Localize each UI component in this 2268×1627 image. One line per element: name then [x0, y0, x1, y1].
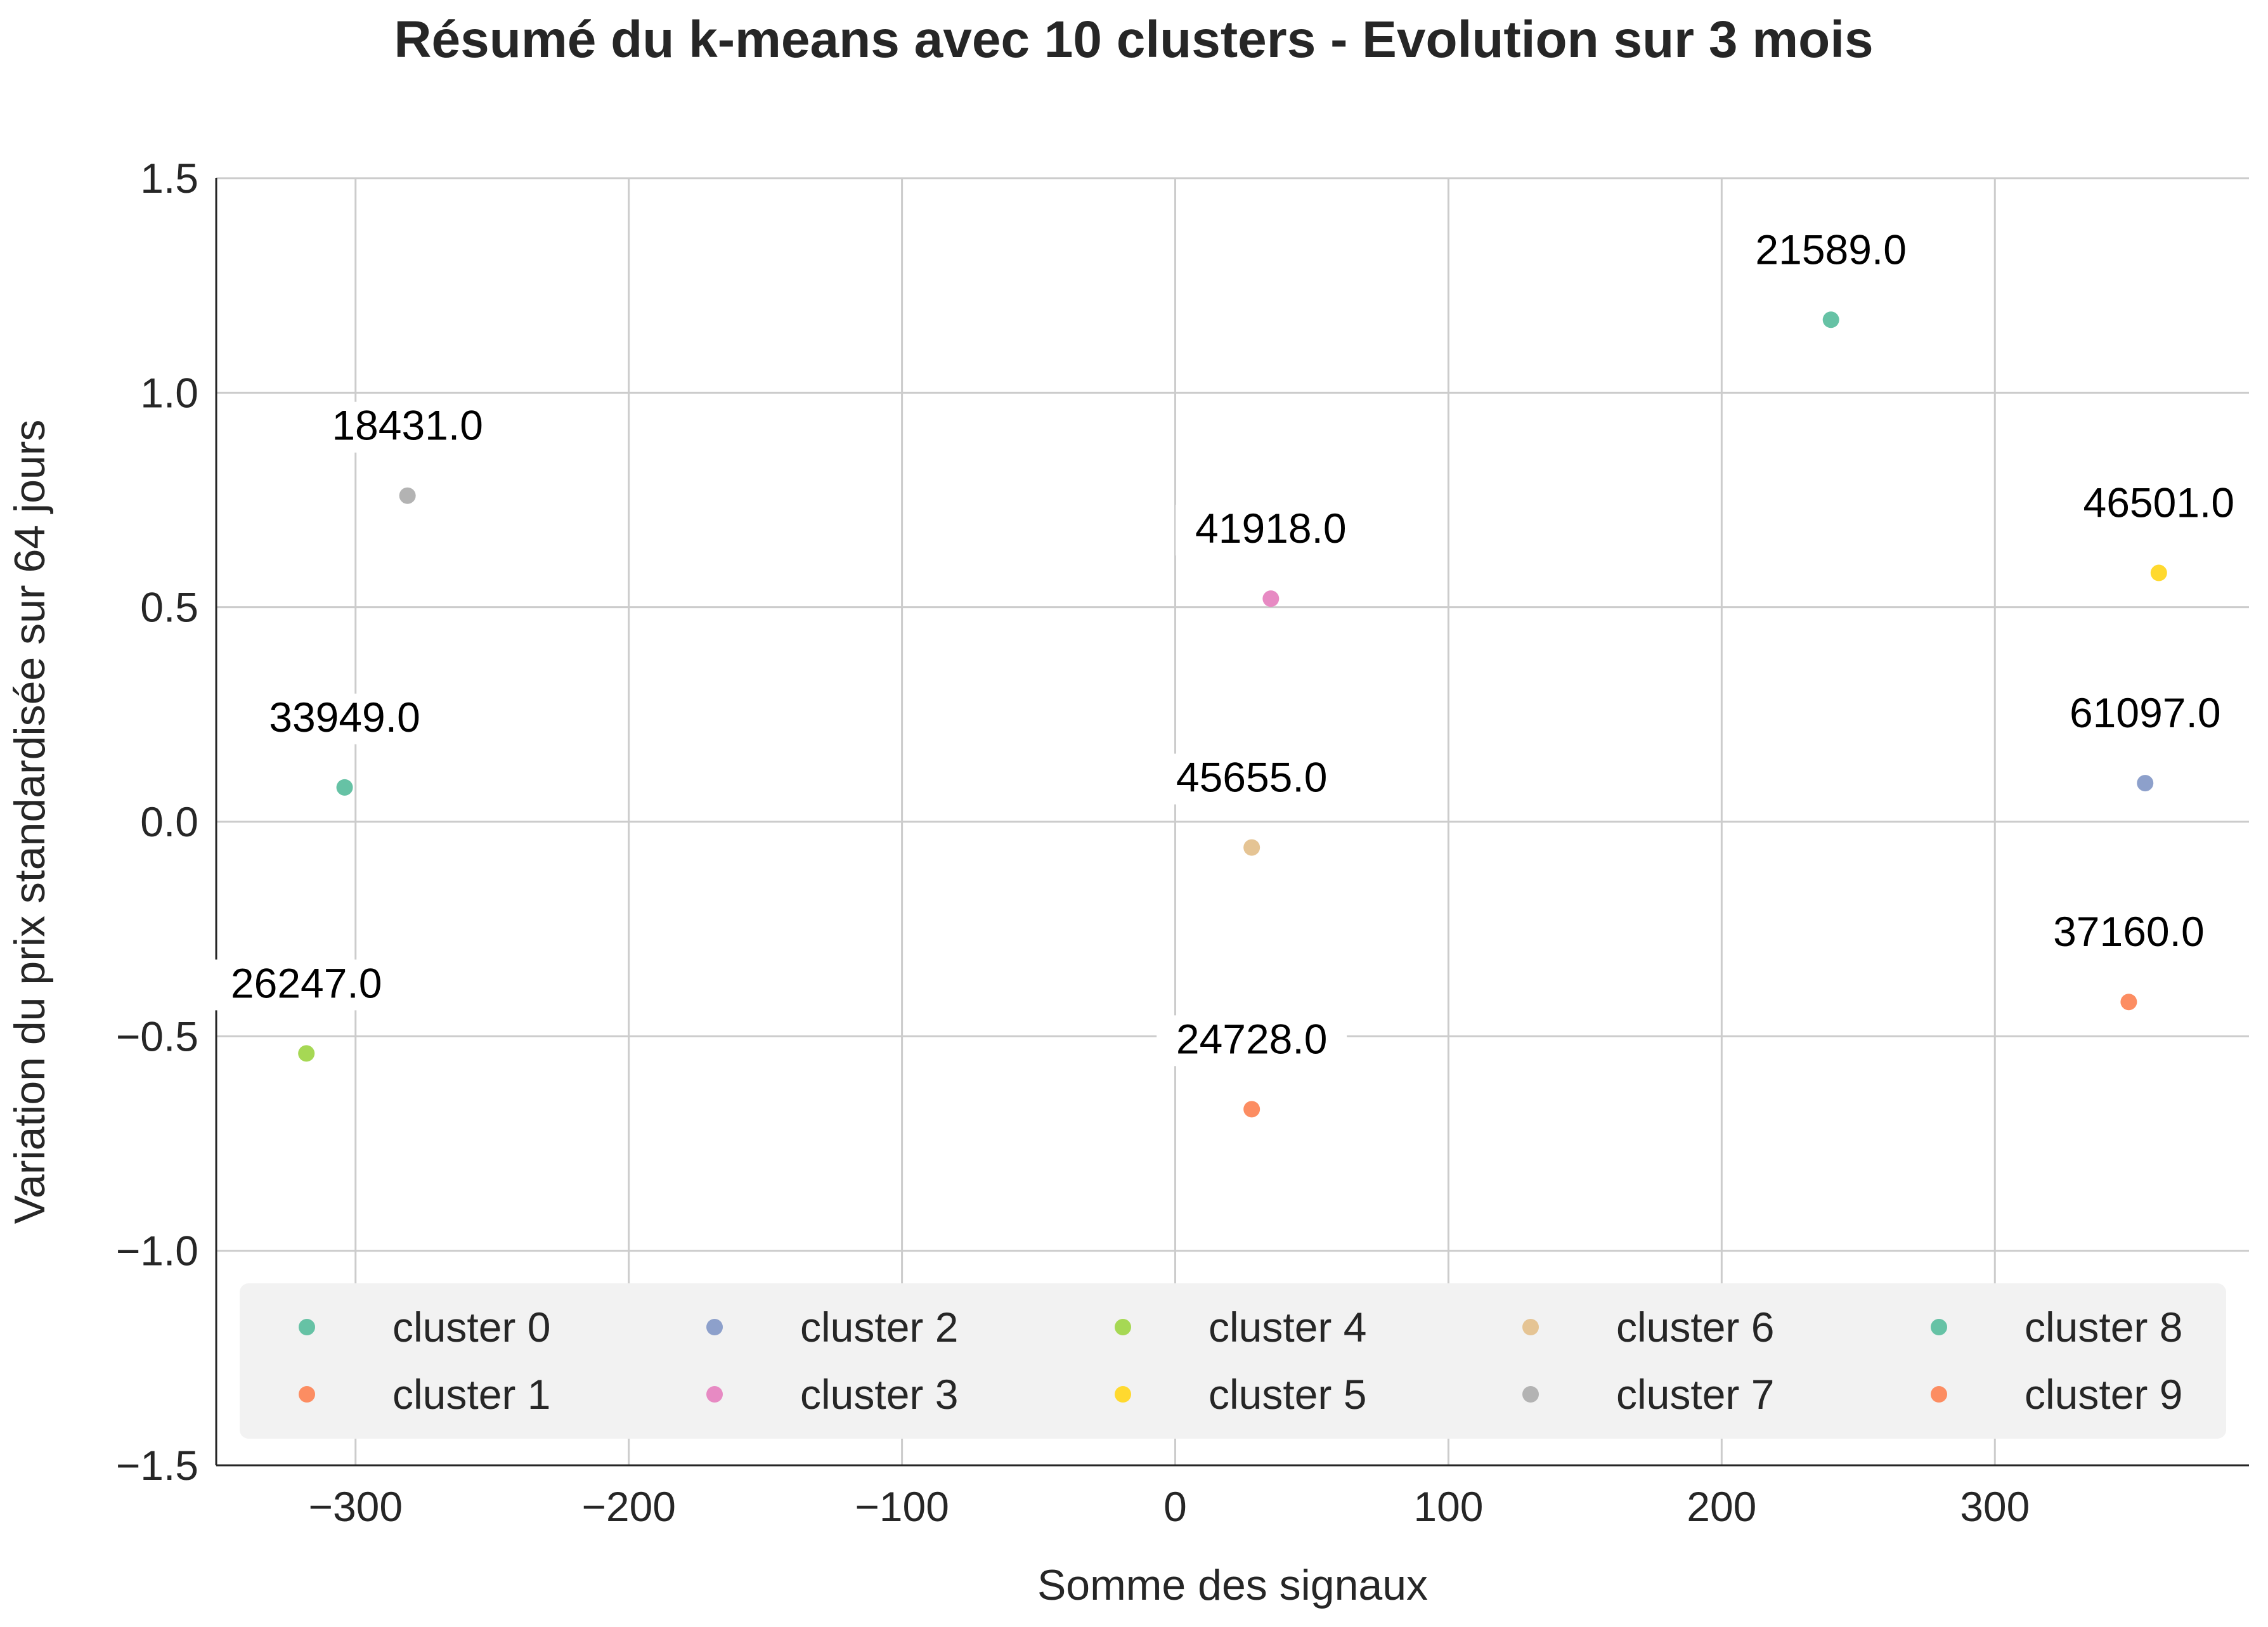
data-point	[1243, 839, 1260, 856]
legend-marker	[299, 1386, 315, 1403]
legend-box	[240, 1283, 2226, 1439]
data-label: 26247.0	[231, 959, 382, 1006]
data-label: 45655.0	[1176, 754, 1328, 801]
legend-marker	[299, 1319, 315, 1335]
y-tick-label: 0.5	[140, 584, 198, 631]
legend-marker	[1115, 1386, 1131, 1403]
legend-label: cluster 2	[800, 1304, 958, 1351]
legend-label: cluster 0	[392, 1304, 550, 1351]
data-label: 41918.0	[1195, 505, 1347, 552]
legend-marker	[1115, 1319, 1131, 1335]
legend-marker	[1522, 1319, 1539, 1335]
x-axis-label: Somme des signaux	[1037, 1561, 1428, 1609]
legend-marker	[1931, 1319, 1947, 1335]
data-label: 37160.0	[2053, 908, 2205, 955]
data-point	[2150, 564, 2167, 581]
legend-label: cluster 1	[392, 1371, 550, 1418]
data-label-bg	[312, 401, 503, 453]
legend-marker	[1522, 1386, 1539, 1403]
x-tick-label: 300	[1960, 1483, 2030, 1530]
legend-marker	[706, 1386, 723, 1403]
legend: cluster 0 cluster 1 cluster 2 cluster 3 clus…	[240, 1283, 2226, 1439]
data-point	[1262, 590, 1280, 607]
chart-title: Résumé du k-means avec 10 clusters - Evo…	[394, 11, 1873, 68]
x-tick-label: −100	[855, 1483, 949, 1530]
axes	[215, 178, 2249, 1467]
data-label-bg	[2050, 689, 2241, 741]
data-label: 18431.0	[332, 402, 483, 449]
legend-label: cluster 7	[1616, 1371, 1774, 1418]
data-point	[2120, 994, 2137, 1011]
data-labels: 33949.0 24728.0 61097.0 41918.0 26247.0 46501…	[211, 226, 2254, 1066]
y-tick-label: 1.0	[140, 369, 198, 416]
legend-label: cluster 9	[2025, 1371, 2182, 1418]
x-tick-label: −200	[581, 1483, 676, 1530]
data-label-bg	[211, 959, 402, 1011]
y-axis-label: Variation du prix standardisée sur 64 jo…	[6, 420, 54, 1224]
y-tick-labels: −1.5 −1.0 −0.5 0.0 0.5 1.0 1.5	[116, 155, 198, 1489]
data-point	[336, 779, 353, 796]
data-point	[399, 487, 416, 504]
data-point	[2137, 775, 2154, 792]
y-tick-label: −1.0	[116, 1228, 198, 1274]
y-tick-label: −1.5	[116, 1442, 198, 1489]
data-label-bg	[1176, 505, 1366, 556]
y-tick-label: 0.0	[140, 798, 198, 845]
data-point	[298, 1045, 315, 1062]
data-label-bg	[2063, 479, 2254, 530]
data-label: 21589.0	[1755, 226, 1907, 273]
data-point	[1243, 1101, 1260, 1118]
data-label-bg	[2033, 908, 2224, 959]
y-tick-label: −0.5	[116, 1013, 198, 1060]
legend-label: cluster 4	[1209, 1304, 1366, 1351]
data-label: 46501.0	[2083, 479, 2235, 526]
legend-label: cluster 8	[2025, 1304, 2182, 1351]
data-label: 33949.0	[269, 694, 420, 741]
legend-marker	[706, 1319, 723, 1335]
legend-marker	[1931, 1386, 1947, 1403]
x-tick-label: 200	[1687, 1483, 1756, 1530]
data-label-bg	[1157, 753, 1347, 805]
data-point	[1822, 311, 1839, 328]
data-label: 24728.0	[1176, 1015, 1328, 1062]
legend-label: cluster 3	[800, 1371, 958, 1418]
data-label-bg	[1735, 226, 1926, 277]
legend-label: cluster 5	[1209, 1371, 1366, 1418]
data-label-bg	[1157, 1015, 1347, 1066]
x-tick-labels: −300 −200 −100 0 100 200 300	[308, 1483, 2030, 1530]
grid	[216, 177, 2249, 1467]
legend-label: cluster 6	[1616, 1304, 1774, 1351]
x-tick-label: 100	[1413, 1483, 1483, 1530]
y-tick-label: 1.5	[140, 155, 198, 202]
data-label-bg	[249, 693, 440, 744]
data-label: 61097.0	[2070, 689, 2221, 736]
x-tick-label: 0	[1163, 1483, 1187, 1530]
x-tick-label: −300	[308, 1483, 403, 1530]
data-points	[298, 311, 2167, 1118]
